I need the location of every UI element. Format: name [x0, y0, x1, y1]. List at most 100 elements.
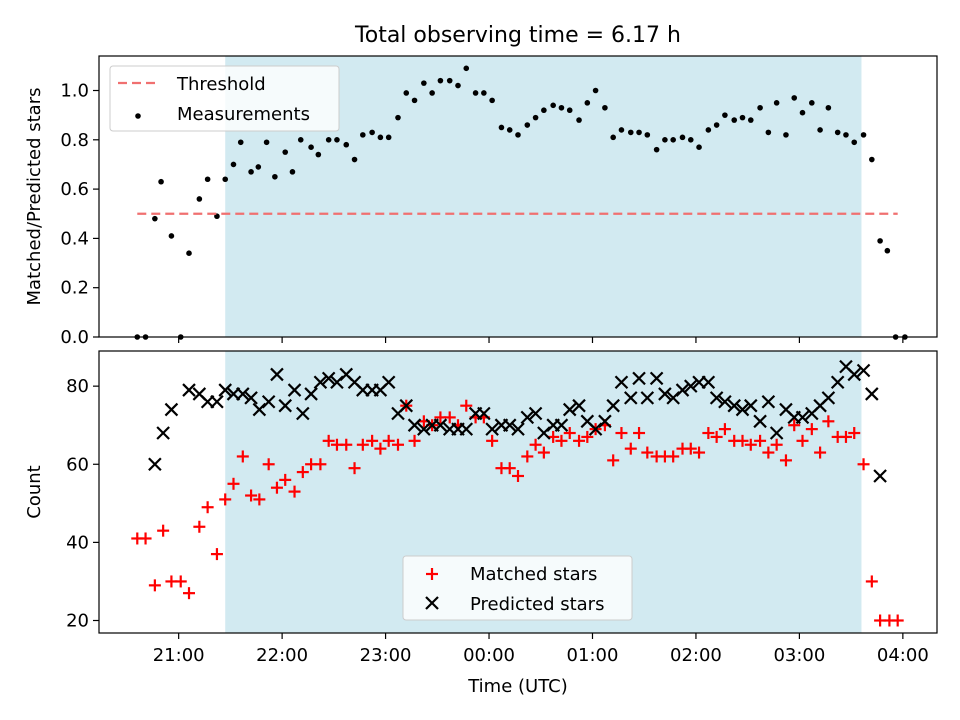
- measurement-point: [877, 238, 883, 244]
- measurement-point: [696, 144, 702, 151]
- measurement-point: [437, 77, 444, 84]
- predicted-star-point: [606, 398, 620, 413]
- measurement-point: [411, 97, 418, 104]
- measurement-point: [705, 127, 712, 133]
- matched-star-point: [796, 434, 809, 447]
- legend-predicted-swatch: [425, 596, 439, 610]
- measurement-point: [662, 137, 668, 143]
- matched-star-point: [839, 430, 852, 443]
- predicted-star-point: [459, 422, 474, 436]
- matched-star-point: [236, 450, 249, 463]
- measurement-point: [230, 161, 237, 168]
- predicted-star-point: [156, 426, 170, 440]
- matched-star-point: [296, 466, 309, 479]
- matched-star-point: [891, 614, 904, 627]
- measurement-point: [481, 90, 487, 96]
- matched-star-point: [770, 438, 783, 451]
- measurement-point: [395, 114, 401, 121]
- x-tick-label: 03:00: [773, 645, 825, 666]
- measurement-point: [255, 164, 262, 170]
- predicted-star-point: [873, 469, 887, 483]
- measurement-point: [757, 104, 763, 111]
- count-y-ticks: 20 40 60 80: [66, 376, 99, 632]
- matched-star-point: [667, 450, 680, 463]
- matched-star-point: [356, 438, 369, 451]
- matched-star-point: [754, 434, 767, 447]
- predicted-star-point: [727, 398, 742, 413]
- measurement-point: [636, 129, 642, 136]
- measurement-point: [765, 129, 772, 136]
- measurement-point: [566, 107, 573, 114]
- predicted-star-point: [709, 391, 724, 405]
- matched-star-point: [805, 423, 818, 436]
- predicted-star-point: [528, 406, 543, 421]
- matched-star-point: [348, 462, 361, 475]
- measurement-point: [248, 169, 254, 175]
- legend-plus-marker: [426, 568, 438, 580]
- matched-star-point: [537, 446, 550, 459]
- measurement-point: [186, 250, 192, 256]
- predicted-star-point: [148, 457, 162, 472]
- ratio-axes-frame: [98, 55, 938, 338]
- measurement-point: [550, 102, 556, 109]
- predicted-star-point: [821, 391, 836, 405]
- matched-star-point: [391, 438, 404, 451]
- predicted-star-point: [598, 414, 612, 429]
- measurement-points: [134, 65, 908, 340]
- matched-star-point: [193, 520, 206, 533]
- measurement-point: [592, 87, 599, 94]
- predicted-star-point: [614, 375, 629, 390]
- legend-x-marker: [425, 596, 439, 610]
- predicted-star-point: [623, 391, 638, 405]
- matched-star-point: [245, 489, 258, 502]
- predicted-star-point: [520, 410, 535, 425]
- matched-star-point: [788, 419, 801, 432]
- predicted-star-point: [683, 379, 698, 393]
- measurement-point: [799, 109, 806, 116]
- matched-star-point: [684, 442, 697, 455]
- measurement-point: [369, 129, 375, 136]
- predicted-star-point: [735, 402, 750, 417]
- measurement-point: [653, 146, 660, 153]
- predicted-star-point: [433, 418, 448, 432]
- y-tick-label: 0.0: [60, 327, 89, 348]
- measurement-point: [783, 132, 789, 138]
- matched-star-point: [340, 438, 353, 451]
- measurement-point: [272, 173, 278, 180]
- ratio-legend-box: [109, 65, 340, 132]
- measurement-point: [817, 127, 823, 133]
- matched-star-point: [279, 473, 292, 486]
- x-tick-label: 22:00: [256, 645, 308, 666]
- matched-star-point: [710, 430, 723, 443]
- predicted-star-point: [718, 394, 732, 409]
- matched-star-point: [512, 469, 524, 482]
- measurement-point: [851, 139, 858, 146]
- predicted-star-point: [856, 363, 871, 378]
- measurement-point: [168, 233, 175, 239]
- measurement-point: [289, 169, 296, 175]
- measurement-point: [297, 137, 304, 143]
- matched-star-point: [736, 434, 749, 447]
- measurement-point: [308, 144, 314, 151]
- matched-star-point: [779, 454, 792, 467]
- measurement-point: [558, 104, 565, 111]
- predicted-star-point: [761, 394, 776, 409]
- measurement-point: [722, 112, 728, 118]
- measurement-point: [315, 151, 322, 158]
- predicted-star-point: [304, 387, 318, 401]
- legend-threshold-label: Threshold: [176, 74, 266, 95]
- matched-star-point: [460, 399, 473, 412]
- measurement-point: [463, 65, 470, 72]
- measurement-point: [584, 100, 591, 106]
- matched-star-point: [139, 532, 152, 545]
- predicted-star-point: [485, 422, 499, 436]
- predicted-star-point: [287, 383, 302, 397]
- legend-measurement-label: Measurements: [177, 104, 310, 125]
- predicted-star-point: [164, 402, 179, 417]
- predicted-star-point: [865, 387, 879, 401]
- predicted-star-point: [236, 387, 250, 401]
- matched-star-point: [521, 450, 534, 463]
- matched-star-point: [848, 427, 861, 440]
- measurement-point: [687, 137, 694, 143]
